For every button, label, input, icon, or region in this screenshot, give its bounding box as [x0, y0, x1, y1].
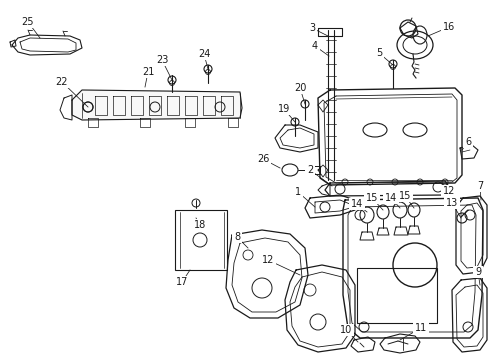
Text: 7: 7	[476, 181, 482, 191]
Text: 21: 21	[142, 67, 154, 77]
Text: 6: 6	[464, 137, 470, 147]
Text: 1: 1	[294, 187, 301, 197]
Text: 14: 14	[384, 193, 396, 203]
Text: 9: 9	[474, 267, 480, 277]
Text: 13: 13	[445, 198, 457, 208]
Bar	[356, 268, 436, 323]
Text: 25: 25	[21, 17, 34, 27]
Text: 15: 15	[398, 191, 410, 201]
Text: 18: 18	[193, 220, 206, 230]
Text: 8: 8	[233, 232, 240, 242]
Text: 5: 5	[375, 48, 381, 58]
Text: 12: 12	[261, 255, 274, 265]
Text: 17: 17	[176, 277, 188, 287]
Text: 2: 2	[306, 165, 312, 175]
Text: 4: 4	[311, 41, 317, 51]
Text: 11: 11	[414, 323, 426, 333]
Text: 10: 10	[339, 325, 351, 335]
Text: 3: 3	[308, 23, 314, 33]
Text: 15: 15	[365, 193, 377, 203]
Text: 24: 24	[198, 49, 210, 59]
Text: 16: 16	[442, 22, 454, 32]
Bar	[175, 210, 226, 270]
Polygon shape	[72, 90, 242, 120]
Text: 23: 23	[156, 55, 168, 65]
Text: 14: 14	[350, 199, 363, 209]
Text: 12: 12	[442, 186, 454, 196]
Text: 22: 22	[56, 77, 68, 87]
Text: 26: 26	[256, 154, 268, 164]
Bar	[311, 166, 319, 174]
Text: 19: 19	[277, 104, 289, 114]
Text: 20: 20	[293, 83, 305, 93]
